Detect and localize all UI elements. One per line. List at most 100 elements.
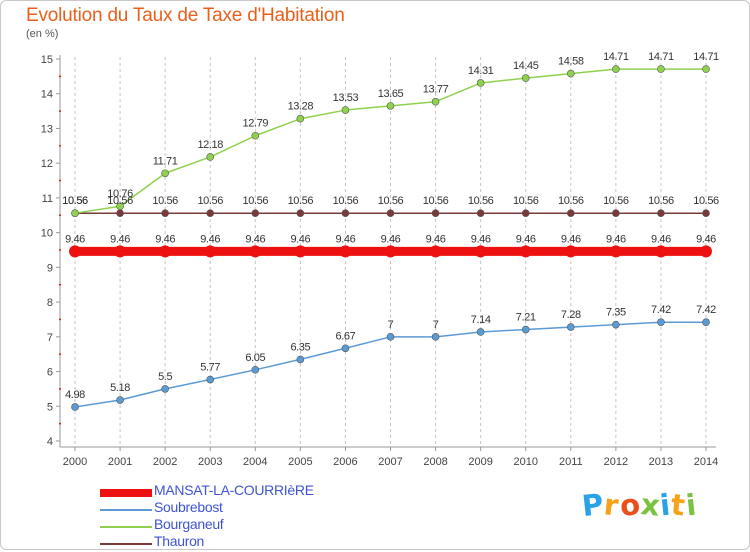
legend-swatch-mansat-la-courri-re	[100, 489, 152, 497]
data-point-soubrebost	[612, 320, 620, 329]
data-label-bourganeuf: 10.56	[62, 195, 88, 207]
y-tick-label: 14	[41, 89, 53, 101]
y-tick-label: 10	[41, 228, 53, 240]
data-point-bourganeuf	[161, 169, 169, 178]
data-label-thauron: 10.56	[152, 195, 178, 207]
data-point-mansat-la-courri-re	[294, 245, 307, 258]
data-point-mansat-la-courri-re	[339, 245, 352, 258]
x-tick-label: 2000	[63, 456, 87, 468]
data-label-mansat-la-courri-re: 9.46	[110, 233, 130, 245]
data-label-soubrebost: 7.28	[561, 309, 581, 321]
data-point-bourganeuf	[657, 65, 665, 73]
data-label-thauron: 10.56	[423, 195, 449, 207]
x-tick-label: 2007	[378, 456, 402, 468]
x-tick-label: 2011	[559, 456, 583, 468]
data-label-bourganeuf: 14.71	[693, 51, 719, 63]
data-point-mansat-la-courri-re	[519, 245, 532, 258]
data-point-soubrebost	[521, 325, 530, 334]
data-label-thauron: 10.56	[333, 195, 359, 207]
data-point-thauron	[251, 209, 260, 217]
data-label-bourganeuf: 13.65	[378, 88, 404, 100]
legend-swatch-thauron	[100, 543, 152, 545]
data-label-thauron: 10.56	[243, 195, 269, 207]
data-label-soubrebost: 7.21	[516, 312, 536, 324]
data-label-soubrebost: 5.77	[200, 362, 220, 374]
data-label-soubrebost: 7.35	[606, 307, 626, 319]
data-point-thauron	[566, 209, 575, 217]
data-point-soubrebost	[206, 375, 215, 384]
legend-label-bourganeuf: Bourganeuf	[154, 516, 224, 532]
data-label-mansat-la-courri-re: 9.46	[606, 233, 626, 245]
data-point-soubrebost	[251, 366, 260, 374]
data-label-thauron: 10.56	[603, 195, 629, 207]
data-point-thauron	[386, 209, 395, 217]
data-point-bourganeuf	[386, 102, 395, 110]
data-point-mansat-la-courri-re	[609, 245, 622, 258]
data-label-thauron: 10.56	[558, 195, 584, 207]
x-tick-label: 2013	[649, 456, 673, 468]
x-tick-label: 2008	[423, 456, 447, 468]
data-point-bourganeuf	[296, 114, 305, 123]
data-point-soubrebost	[116, 396, 124, 404]
x-tick-label: 2014	[694, 456, 718, 468]
data-label-soubrebost: 4.98	[65, 389, 85, 401]
data-label-thauron: 10.56	[378, 195, 404, 207]
data-point-soubrebost	[386, 333, 395, 341]
data-label-bourganeuf: 13.77	[423, 84, 449, 96]
y-tick-label: 13	[41, 123, 53, 135]
data-label-mansat-la-courri-re: 9.46	[516, 233, 536, 245]
data-label-thauron: 10.56	[513, 195, 539, 207]
data-point-bourganeuf	[251, 131, 260, 140]
data-label-mansat-la-courri-re: 9.46	[336, 233, 356, 245]
data-label-thauron: 10.56	[693, 195, 719, 207]
data-label-bourganeuf: 12.79	[243, 118, 269, 130]
data-label-soubrebost: 6.35	[290, 341, 310, 353]
data-label-soubrebost: 5.18	[110, 382, 130, 394]
data-point-bourganeuf	[476, 79, 485, 87]
data-point-thauron	[612, 209, 620, 217]
data-label-thauron: 10.56	[648, 195, 674, 207]
y-tick-label: 7	[47, 332, 53, 344]
x-tick-label: 2010	[513, 456, 537, 468]
data-label-bourganeuf: 10.76	[107, 188, 133, 200]
data-label-soubrebost: 7.14	[471, 314, 491, 326]
y-tick-label: 8	[47, 297, 53, 309]
data-label-mansat-la-courri-re: 9.46	[561, 233, 581, 245]
data-point-mansat-la-courri-re	[384, 245, 397, 258]
y-tick-label: 15	[41, 54, 53, 66]
data-label-mansat-la-courri-re: 9.46	[696, 233, 716, 245]
data-label-bourganeuf: 13.53	[333, 92, 359, 104]
data-label-mansat-la-courri-re: 9.46	[426, 233, 446, 245]
data-point-thauron	[657, 209, 665, 217]
data-point-mansat-la-courri-re	[159, 245, 172, 258]
data-label-soubrebost: 7.42	[651, 304, 671, 316]
data-label-bourganeuf: 14.71	[648, 51, 674, 63]
data-point-thauron	[476, 209, 485, 217]
data-point-soubrebost	[431, 333, 440, 341]
data-label-soubrebost: 7	[388, 319, 394, 331]
data-label-mansat-la-courri-re: 9.46	[200, 233, 220, 245]
data-label-mansat-la-courri-re: 9.46	[245, 233, 265, 245]
y-tick-label: 9	[47, 262, 53, 274]
legend-label-thauron: Thauron	[154, 533, 205, 549]
data-point-mansat-la-courri-re	[700, 245, 712, 258]
data-label-bourganeuf: 14.31	[468, 65, 494, 77]
proxiti-logo: Proxiti	[580, 487, 698, 523]
x-tick-label: 2004	[243, 456, 267, 468]
x-tick-label: 2002	[153, 456, 177, 468]
data-point-thauron	[116, 209, 124, 217]
data-label-mansat-la-courri-re: 9.46	[381, 233, 401, 245]
data-point-soubrebost	[296, 355, 305, 364]
data-label-bourganeuf: 13.28	[288, 101, 314, 113]
data-point-mansat-la-courri-re	[429, 245, 442, 258]
x-tick-label: 2005	[288, 456, 312, 468]
data-point-thauron	[521, 209, 530, 217]
data-point-thauron	[161, 209, 169, 217]
data-point-soubrebost	[476, 328, 485, 336]
data-point-bourganeuf	[71, 209, 79, 217]
data-point-mansat-la-courri-re	[69, 245, 81, 258]
x-tick-label: 2009	[468, 456, 492, 468]
data-label-thauron: 10.56	[288, 195, 314, 207]
